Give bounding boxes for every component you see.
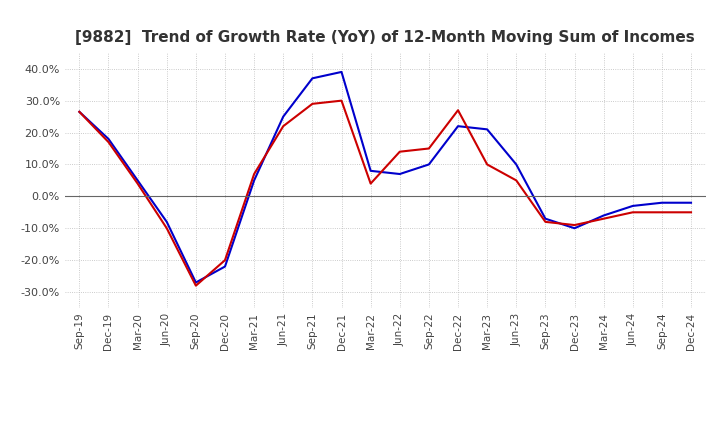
Ordinary Income Growth Rate — [512, 162, 521, 167]
Ordinary Income Growth Rate — [250, 178, 258, 183]
Ordinary Income Growth Rate — [687, 200, 696, 205]
Net Income Growth Rate — [250, 171, 258, 176]
Ordinary Income Growth Rate — [570, 226, 579, 231]
Net Income Growth Rate — [395, 149, 404, 154]
Net Income Growth Rate — [163, 226, 171, 231]
Ordinary Income Growth Rate — [395, 171, 404, 176]
Net Income Growth Rate — [192, 283, 200, 288]
Net Income Growth Rate — [629, 209, 637, 215]
Ordinary Income Growth Rate — [454, 124, 462, 129]
Ordinary Income Growth Rate — [425, 162, 433, 167]
Net Income Growth Rate — [104, 139, 113, 145]
Net Income Growth Rate — [657, 209, 666, 215]
Ordinary Income Growth Rate — [163, 219, 171, 224]
Net Income Growth Rate — [75, 109, 84, 114]
Net Income Growth Rate — [512, 178, 521, 183]
Ordinary Income Growth Rate — [599, 213, 608, 218]
Net Income Growth Rate — [366, 181, 375, 186]
Net Income Growth Rate — [454, 107, 462, 113]
Ordinary Income Growth Rate — [483, 127, 492, 132]
Net Income Growth Rate — [541, 219, 550, 224]
Net Income Growth Rate — [279, 124, 287, 129]
Ordinary Income Growth Rate — [279, 114, 287, 119]
Ordinary Income Growth Rate — [629, 203, 637, 209]
Ordinary Income Growth Rate — [657, 200, 666, 205]
Ordinary Income Growth Rate — [541, 216, 550, 221]
Net Income Growth Rate — [687, 209, 696, 215]
Net Income Growth Rate — [483, 162, 492, 167]
Net Income Growth Rate — [133, 181, 142, 186]
Net Income Growth Rate — [220, 257, 229, 263]
Ordinary Income Growth Rate — [192, 280, 200, 285]
Title: [9882]  Trend of Growth Rate (YoY) of 12-Month Moving Sum of Incomes: [9882] Trend of Growth Rate (YoY) of 12-… — [76, 29, 695, 45]
Ordinary Income Growth Rate — [337, 69, 346, 74]
Net Income Growth Rate — [337, 98, 346, 103]
Line: Ordinary Income Growth Rate: Ordinary Income Growth Rate — [79, 72, 691, 282]
Net Income Growth Rate — [425, 146, 433, 151]
Net Income Growth Rate — [308, 101, 317, 106]
Net Income Growth Rate — [570, 222, 579, 228]
Ordinary Income Growth Rate — [308, 76, 317, 81]
Ordinary Income Growth Rate — [220, 264, 229, 269]
Net Income Growth Rate — [599, 216, 608, 221]
Line: Net Income Growth Rate: Net Income Growth Rate — [79, 101, 691, 286]
Ordinary Income Growth Rate — [366, 168, 375, 173]
Ordinary Income Growth Rate — [104, 136, 113, 142]
Ordinary Income Growth Rate — [75, 109, 84, 114]
Ordinary Income Growth Rate — [133, 178, 142, 183]
